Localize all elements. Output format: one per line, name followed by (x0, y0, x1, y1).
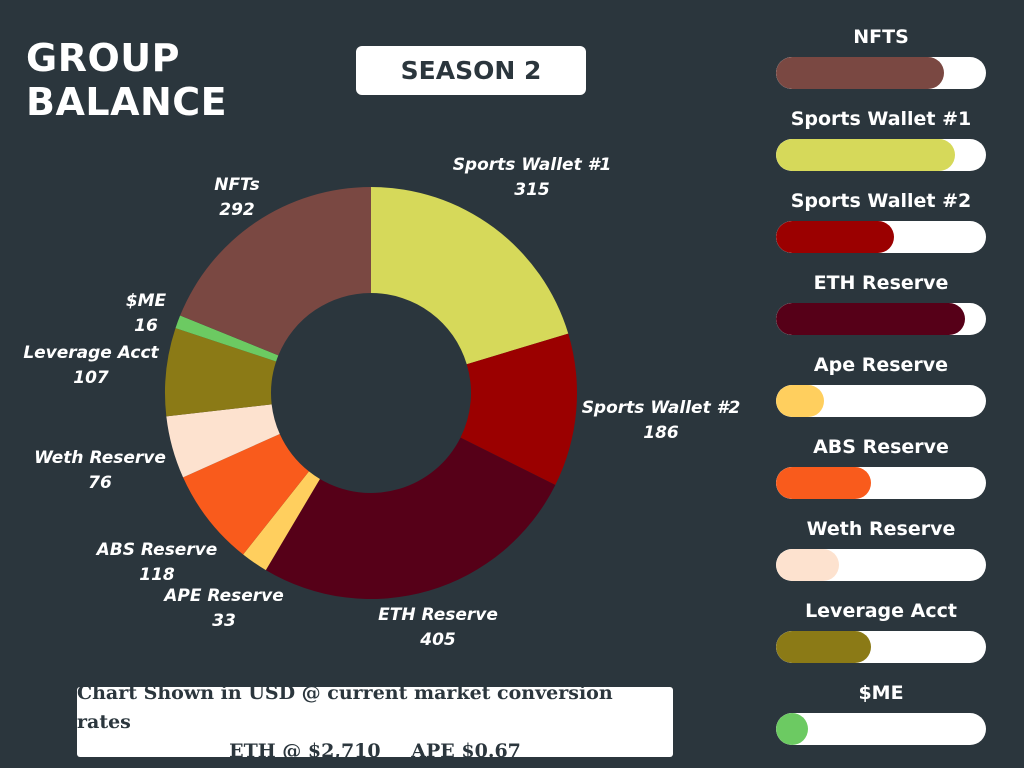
slice-label-name: Sports Wallet #2 (582, 398, 741, 418)
legend-bar-track (776, 57, 986, 89)
legend-item: ETH Reserve (776, 272, 986, 354)
legend-bar-track (776, 221, 986, 253)
season-badge: SEASON 2 (356, 46, 586, 95)
legend-item: ABS Reserve (776, 436, 986, 518)
legend-item: Ape Reserve (776, 354, 986, 436)
note-line-1: Chart Shown in USD @ current market conv… (77, 681, 613, 733)
donut-chart: Sports Wallet #1 315 Sports Wallet #2 186 ET… (23, 155, 741, 650)
slice-label-value: 315 (514, 180, 550, 200)
legend-label: ABS Reserve (813, 436, 949, 458)
slice-label-value: 107 (73, 368, 109, 388)
legend-label: Weth Reserve (806, 518, 956, 540)
legend-bar-fill (776, 221, 894, 253)
legend-item: Weth Reserve (776, 518, 986, 600)
legend-bar-fill (776, 385, 825, 417)
legend-bar-track (776, 549, 986, 581)
legend-label: $ME (858, 682, 904, 704)
legend-bar-track (776, 713, 986, 745)
slice-label-value: 76 (88, 473, 112, 493)
legend-item: Sports Wallet #2 (776, 190, 986, 272)
legend-bar-fill (776, 549, 839, 581)
slice-label-name: Sports Wallet #1 (453, 155, 612, 175)
legend-bar-fill (776, 139, 955, 171)
legend-bars: NFTS Sports Wallet #1 Sports Wallet #2 ETH … (776, 26, 986, 764)
legend-bar-track (776, 303, 986, 335)
slice-label-value: 33 (212, 611, 236, 631)
slice-nfts (180, 187, 371, 356)
slice-label-value: 118 (139, 565, 175, 585)
slice-label-value: 405 (419, 630, 456, 650)
title-line-2: BALANCE (26, 80, 228, 124)
legend-bar-track (776, 631, 986, 663)
slice-label-value: 16 (134, 316, 158, 336)
slice-label-name: ABS Reserve (95, 540, 218, 560)
slice-eth-reserve (265, 437, 556, 599)
slice-label-value: 292 (219, 200, 255, 220)
legend-item: $ME (776, 682, 986, 764)
slice-label-name: APE Reserve (162, 586, 284, 606)
slice-label-name: NFTs (214, 175, 260, 195)
slice-label-name: $ME (126, 291, 167, 311)
slice-label-value: 186 (643, 423, 679, 443)
legend-item: Leverage Acct (776, 600, 986, 682)
slice-leverage-acct (164, 328, 277, 417)
legend-bar-fill (776, 713, 808, 745)
ape-rate: APE $0.67 (411, 739, 521, 762)
slice-me (175, 315, 279, 362)
legend-bar-fill (776, 467, 871, 499)
slice-abs-reserve (183, 433, 309, 555)
legend-label: Ape Reserve (813, 354, 949, 376)
legend-bar-fill (776, 631, 871, 663)
legend-label: Sports Wallet #1 (790, 108, 972, 130)
legend-item: Sports Wallet #1 (776, 108, 986, 190)
conversion-note: Chart Shown in USD @ current market conv… (77, 682, 673, 762)
slice-label-name: ETH Reserve (378, 605, 498, 625)
legend-bar-track (776, 467, 986, 499)
note-rates: ETH @ $2,710 APE $0.67 (217, 737, 533, 766)
legend-item: NFTS (776, 26, 986, 108)
legend-bar-fill (776, 57, 944, 89)
legend-bar-track (776, 385, 986, 417)
eth-rate: ETH @ $2,710 (229, 739, 381, 762)
title-line-1: GROUP (26, 36, 180, 80)
chart-title: GROUP BALANCE (26, 36, 286, 124)
slice-label-name: Weth Reserve (34, 448, 166, 468)
legend-label: Leverage Acct (805, 600, 957, 622)
legend-bar-fill (776, 303, 965, 335)
legend-label: ETH Reserve (813, 272, 949, 294)
slice-sports-wallet-1 (371, 187, 569, 365)
legend-label: NFTS (853, 26, 909, 48)
legend-bar-track (776, 139, 986, 171)
slice-label-name: Leverage Acct (23, 343, 159, 363)
slice-weth-reserve (166, 404, 280, 478)
slice-ape-reserve (243, 471, 320, 571)
slice-sports-wallet-2 (460, 333, 578, 485)
legend-label: Sports Wallet #2 (790, 190, 972, 212)
